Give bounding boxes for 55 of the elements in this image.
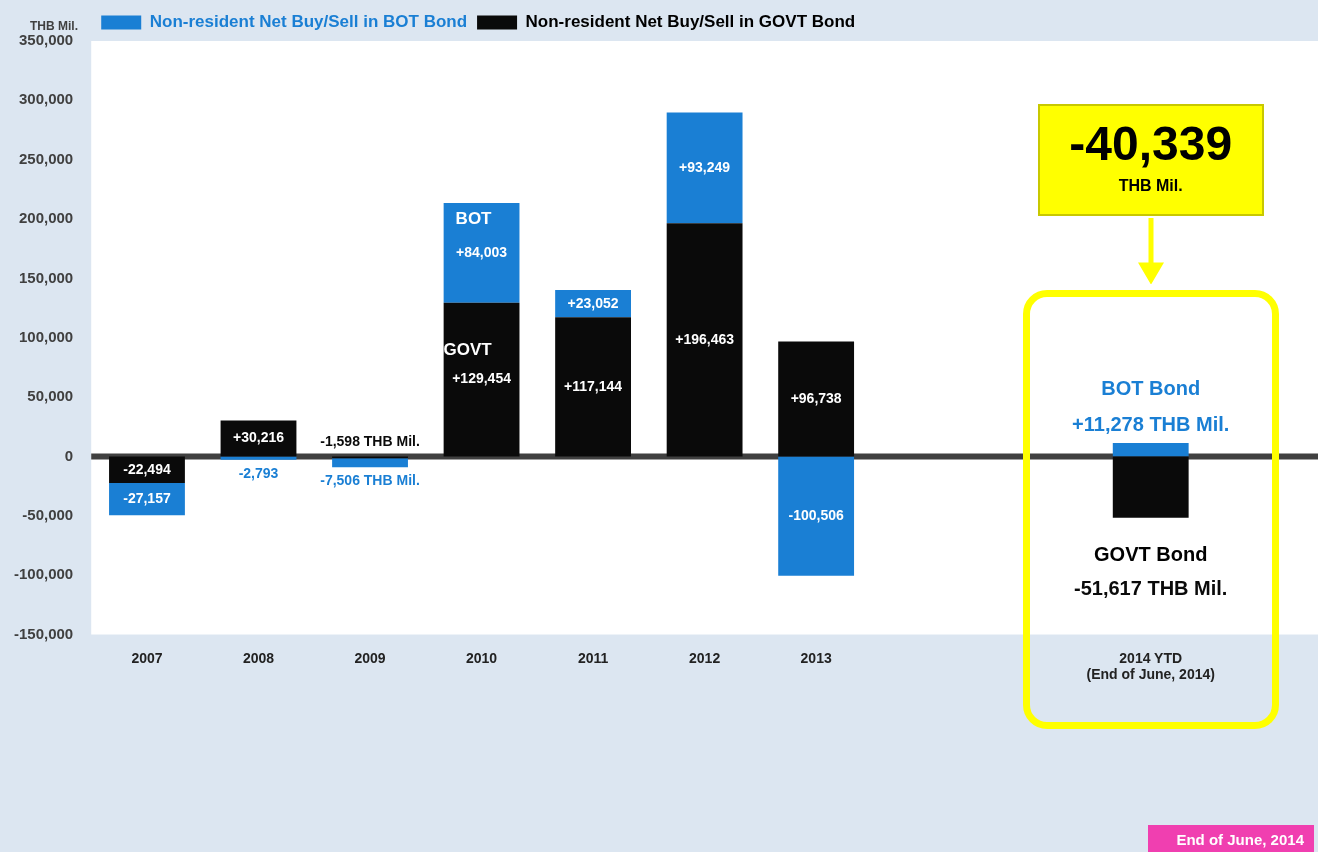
x-tick-label: 2010	[465, 649, 498, 666]
data-label: -7,506 THB Mil.	[320, 472, 420, 489]
bar	[555, 317, 631, 457]
annotation: BOT Bond	[1101, 376, 1201, 400]
data-label: +93,249	[679, 158, 731, 175]
bar	[666, 223, 743, 457]
legend-label: Non-resident Net Buy/Sell in GOVT Bond	[525, 12, 856, 32]
y-tick-label: 350,000	[18, 31, 74, 49]
y-tick-label: -50,000	[22, 505, 74, 523]
y-tick-label: 300,000	[18, 90, 74, 108]
bar	[332, 458, 408, 468]
x-tick-label: 2011	[577, 649, 609, 666]
y-tick-label: -150,000	[14, 624, 74, 642]
bar	[666, 112, 743, 224]
x-tick-label: 2007	[131, 649, 163, 666]
bar	[778, 341, 855, 457]
annotation: -40,339 THB Mil.	[1068, 115, 1234, 196]
y-tick-label: 50,000	[27, 387, 74, 405]
text: End of June, 2014	[1148, 825, 1314, 852]
data-label: +30,216	[233, 429, 285, 446]
data-label: -51,617 THB Mil.	[1074, 577, 1228, 600]
data-label: -22,494	[123, 460, 171, 477]
bar	[443, 203, 520, 303]
data-label: +196,463	[675, 330, 735, 347]
bar	[220, 456, 297, 460]
data-label: -100,506	[788, 506, 844, 523]
y-axis-title: THB Mil.	[30, 19, 78, 34]
y-tick-label: 250,000	[18, 149, 74, 167]
bar	[778, 456, 855, 576]
x-tick-label: 2013	[800, 649, 832, 666]
bar	[1112, 443, 1189, 457]
data-label: -27,157	[123, 490, 171, 507]
y-tick-label: 150,000	[18, 268, 74, 286]
annotation: GOVT Bond	[1094, 542, 1208, 566]
y-tick-label: 100,000	[18, 327, 74, 345]
data-label: +84,003	[456, 243, 508, 260]
data-label: -1,598 THB Mil.	[320, 433, 420, 450]
x-tick-label: 2014 YTD (End of June, 2014)	[1086, 649, 1215, 683]
data-label: +96,738	[790, 389, 842, 406]
y-tick-label: 200,000	[18, 209, 74, 227]
data-label: +11,278 THB Mil.	[1072, 412, 1230, 435]
x-tick-label: 2008	[242, 649, 275, 666]
bar	[443, 302, 520, 457]
data-label: -2,793	[238, 464, 279, 481]
y-tick-label: 0	[64, 446, 74, 464]
annotation: GOVT	[443, 339, 492, 360]
data-label: +129,454	[452, 370, 512, 387]
x-tick-label: 2009	[354, 649, 386, 666]
y-tick-label: -100,000	[14, 565, 74, 583]
annotation: BOT	[455, 209, 492, 230]
data-label: +23,052	[567, 294, 619, 311]
data-label: +117,144	[564, 377, 623, 394]
legend-label: Non-resident Net Buy/Sell in BOT Bond	[149, 12, 468, 32]
x-tick-label: 2012	[689, 649, 721, 666]
bar	[1112, 456, 1189, 518]
